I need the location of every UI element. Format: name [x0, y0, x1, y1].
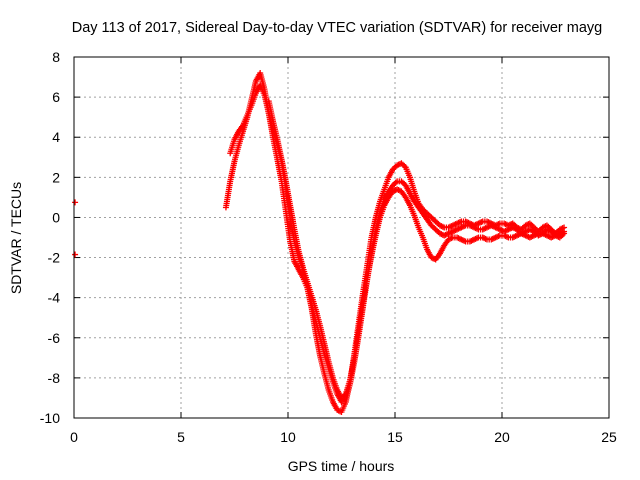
x-tick-label: 5 [177, 429, 185, 445]
x-tick-label: 25 [601, 429, 617, 445]
y-tick-label: -10 [40, 410, 60, 426]
y-tick-label: 0 [52, 209, 60, 225]
data-point [72, 251, 79, 258]
grid-layer [74, 57, 609, 418]
x-tick-label: 15 [387, 429, 403, 445]
plot-frame [73, 56, 610, 419]
y-tick-label: -8 [48, 370, 61, 386]
y-tick-label: -6 [48, 330, 61, 346]
data-point [72, 199, 79, 206]
chart-title: Day 113 of 2017, Sidereal Day-to-day VTE… [72, 20, 603, 36]
data-point [561, 228, 568, 235]
x-tick-label: 10 [280, 429, 296, 445]
y-tick-label: 4 [52, 129, 60, 145]
x-axis-label: GPS time / hours [288, 458, 395, 474]
y-axis-label: SDTVAR / TECUs [8, 182, 24, 294]
y-tick-label: 2 [52, 169, 60, 185]
y-tick-label: -4 [48, 290, 61, 306]
x-tick-label: 20 [494, 429, 510, 445]
y-tick-label: 8 [52, 49, 60, 65]
x-tick-label: 0 [70, 429, 78, 445]
points-layer [72, 70, 568, 415]
y-tick-label: 6 [52, 89, 60, 105]
y-tick-label: -2 [48, 250, 61, 266]
